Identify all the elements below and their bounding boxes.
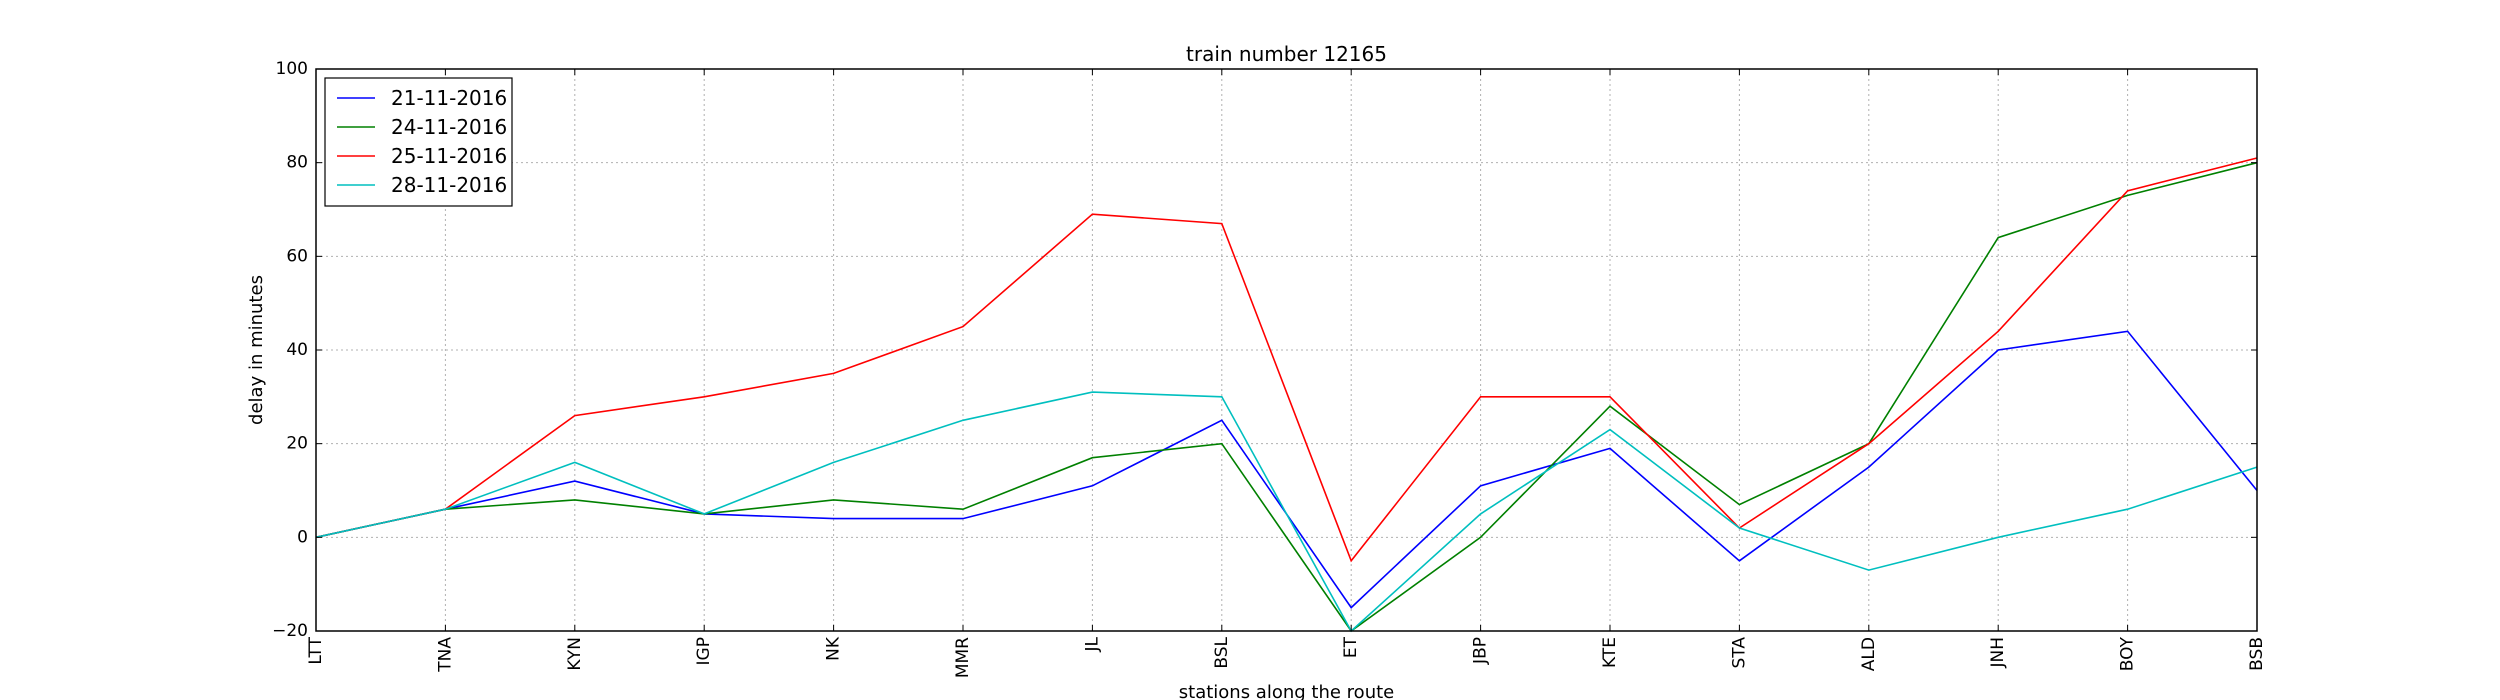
legend-label: 21-11-2016 [391,86,507,110]
x-tick-label: STA [1729,637,1749,669]
legend-label: 25-11-2016 [391,144,507,168]
legend-label: 24-11-2016 [391,115,507,139]
y-tick-label: 60 [286,246,308,266]
x-tick-label: MMR [953,637,973,678]
chart-title: train number 12165 [1186,42,1387,66]
x-tick-label: TNA [435,637,455,673]
x-tick-label: JBP [1471,637,1491,665]
legend-label: 28-11-2016 [391,173,507,197]
y-tick-label: 100 [276,59,308,79]
y-axis-label: delay in minutes [246,275,267,425]
y-tick-label: 0 [297,527,308,547]
x-tick-label: BOY [2118,636,2138,671]
x-tick-label: LTT [306,636,326,664]
y-tick-label: −20 [272,621,308,641]
x-tick-label: IGP [694,637,714,665]
y-tick-label: 20 [286,434,308,454]
x-tick-label: BSL [1212,636,1232,668]
series-line [315,330,2258,609]
series-line [315,391,2258,633]
axis-ticks: LTT TNA KYN IGP NK MMR JL BSL ET JBP KTE STA ALD JNH B… [272,59,2267,678]
x-tick-label: JNH [1988,637,2008,669]
x-tick-label: BSB [2247,637,2267,671]
series-line [315,161,2258,633]
grid-lines [315,68,2258,632]
x-tick-label: JL [1082,636,1102,652]
x-tick-label: ALD [1859,637,1879,671]
y-tick-label: 40 [286,340,308,360]
legend: 21-11-2016 24-11-2016 25-11-2016 28-11-2016 [324,77,513,207]
series-lines [315,157,2258,633]
y-tick-label: 80 [286,153,308,173]
series-line [315,157,2258,563]
x-axis-label: stations along the route [1179,682,1394,700]
x-tick-label: KYN [565,637,585,671]
x-tick-label: NK [824,636,844,661]
x-tick-label: KTE [1600,637,1620,668]
x-tick-label: ET [1341,636,1361,658]
